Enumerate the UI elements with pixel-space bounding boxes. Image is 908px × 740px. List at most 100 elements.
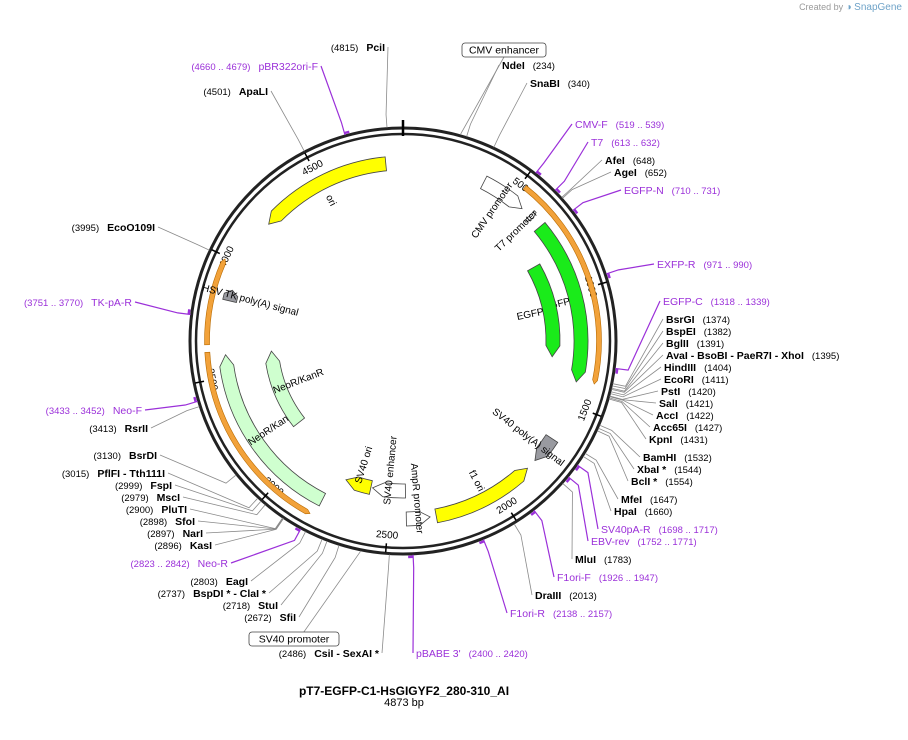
site-name: AfeI xyxy=(605,155,625,167)
site-position: (652) xyxy=(645,168,667,179)
site-position: (3433 .. 3452) xyxy=(46,406,105,417)
tick-mark xyxy=(261,492,269,500)
site-position: (1532) xyxy=(684,453,711,464)
primer-mark xyxy=(565,477,571,483)
site-position: (234) xyxy=(533,61,555,72)
site-leader-line xyxy=(189,508,283,530)
site-leader-line xyxy=(608,398,647,440)
site-name: Neo-R xyxy=(198,558,229,570)
site-name: KasI xyxy=(190,540,212,552)
site-leader-line xyxy=(159,454,237,484)
primer-mark xyxy=(294,527,301,532)
site-name: EcoRI xyxy=(664,374,694,386)
site-xbai: XbaI * (1544) xyxy=(637,464,702,476)
site-name: BspEI xyxy=(666,326,696,338)
site-leader-line xyxy=(561,159,603,198)
site-position: (1698 .. 1717) xyxy=(659,525,718,536)
site-draiii: DraIII (2013) xyxy=(535,590,597,602)
plasmid-name: pT7-EGFP-C1-HsGIGYF2_280-310_AI xyxy=(298,684,510,698)
site-name: pBR322ori-F xyxy=(258,61,318,73)
site-leader-line xyxy=(174,484,262,512)
boxed-label-frame xyxy=(461,42,547,58)
site-ecori: EcoRI (1411) xyxy=(664,374,729,386)
site-t7: T7 (613 .. 632) xyxy=(591,137,660,149)
site-leader-line xyxy=(612,318,664,387)
site-position: (1374) xyxy=(703,315,730,326)
feature-sv40-enhancer xyxy=(371,482,406,499)
site-leader-line xyxy=(270,90,305,152)
site-pcii: (4815) PciI xyxy=(331,42,385,54)
site-nari: (2897) NarI xyxy=(147,528,203,540)
site-pbr322ori-f: (4660 .. 4679) pBR322ori-F xyxy=(191,61,318,73)
primer-mark xyxy=(193,396,197,403)
site-bsrdi: (3130) BsrDI xyxy=(94,450,158,462)
site-name: NdeI xyxy=(502,60,525,72)
site-leader-line xyxy=(250,531,306,582)
site-name: BclI * xyxy=(631,476,658,488)
site-name: KpnI xyxy=(649,434,672,446)
site-mlui: MluI (1783) xyxy=(575,554,631,566)
site-name: T7 xyxy=(591,137,603,149)
site-position: (1420) xyxy=(688,387,715,398)
site-leader-line xyxy=(320,65,346,136)
site-name: EBV-rev xyxy=(591,536,630,548)
site-leader-line xyxy=(584,453,619,500)
primer-mark xyxy=(615,368,619,374)
site-avai-bsobi-paer7i-xhoi: AvaI - BsoBI - PaeR7I - XhoI (1395) xyxy=(666,350,839,362)
tick-mark xyxy=(304,152,310,162)
site-position: (4815) xyxy=(331,43,358,54)
site-position: (2013) xyxy=(569,591,596,602)
site-leader-line xyxy=(615,300,661,371)
site-name: MscI xyxy=(157,492,180,504)
site-position: (3413) xyxy=(89,424,116,435)
site-bspei: BspEI (1382) xyxy=(666,326,731,338)
feature-egfp xyxy=(527,263,561,358)
site-f1ori-r: F1ori-R (2138 .. 2157) xyxy=(510,608,612,620)
site-position: (3751 .. 3770) xyxy=(24,298,83,309)
site-egfp-n: EGFP-N (710 .. 731) xyxy=(624,185,720,197)
site-name: Neo-F xyxy=(113,405,142,417)
tick-mark xyxy=(384,543,388,553)
site-stui: (2718) StuI xyxy=(223,600,278,612)
site-name: FspI xyxy=(150,480,172,492)
site-leader-line xyxy=(466,64,500,137)
site-leader-line xyxy=(412,554,415,654)
site-leader-line xyxy=(576,464,599,530)
primer-mark xyxy=(606,272,611,279)
site-bsrgi: BsrGI (1374) xyxy=(666,314,730,326)
primer-mark xyxy=(187,309,191,315)
site-name: PstI xyxy=(661,386,680,398)
site-tk-pa-r: (3751 .. 3770) TK-pA-R xyxy=(24,297,132,309)
tick-label: 2500 xyxy=(376,529,400,542)
site-name: SfiI xyxy=(280,612,296,624)
site-name: ApaLI xyxy=(239,86,268,98)
feature-f1-ori xyxy=(434,467,529,524)
site-leader-line xyxy=(493,82,528,148)
site-leader-line xyxy=(554,141,589,191)
primer-mark xyxy=(530,510,536,516)
site-pluti: (2900) PluTI xyxy=(126,504,187,516)
site-position: (2672) xyxy=(244,613,271,624)
site-position: (3015) xyxy=(62,469,89,480)
site-name: pBABE 3' xyxy=(416,648,461,660)
site-apali: (4501) ApaLI xyxy=(203,86,268,98)
site-name: DraIII xyxy=(535,590,561,602)
site-name: EGFP-N xyxy=(624,185,664,197)
tick-mark xyxy=(211,249,221,255)
site-mfei: MfeI (1647) xyxy=(621,494,677,506)
feature-neor-kanr xyxy=(265,350,306,428)
site-position: (1404) xyxy=(704,363,731,374)
feature-ori xyxy=(268,156,387,225)
site-position: (1391) xyxy=(697,339,724,350)
site-name: F1ori-F xyxy=(557,572,591,584)
site-leader-line xyxy=(611,354,664,393)
site-leader-line xyxy=(572,189,622,212)
site-bspdi-clai: (2737) BspDI * - ClaI * xyxy=(158,588,267,600)
site-name: HindIII xyxy=(664,362,696,374)
site-position: (4660 .. 4679) xyxy=(191,62,250,73)
site-leader-line xyxy=(280,540,328,606)
site-leader-line xyxy=(182,496,266,516)
site-position: (2803) xyxy=(190,577,217,588)
site-name: Acc65I xyxy=(653,422,687,434)
site-psti: PstI (1420) xyxy=(661,386,716,398)
